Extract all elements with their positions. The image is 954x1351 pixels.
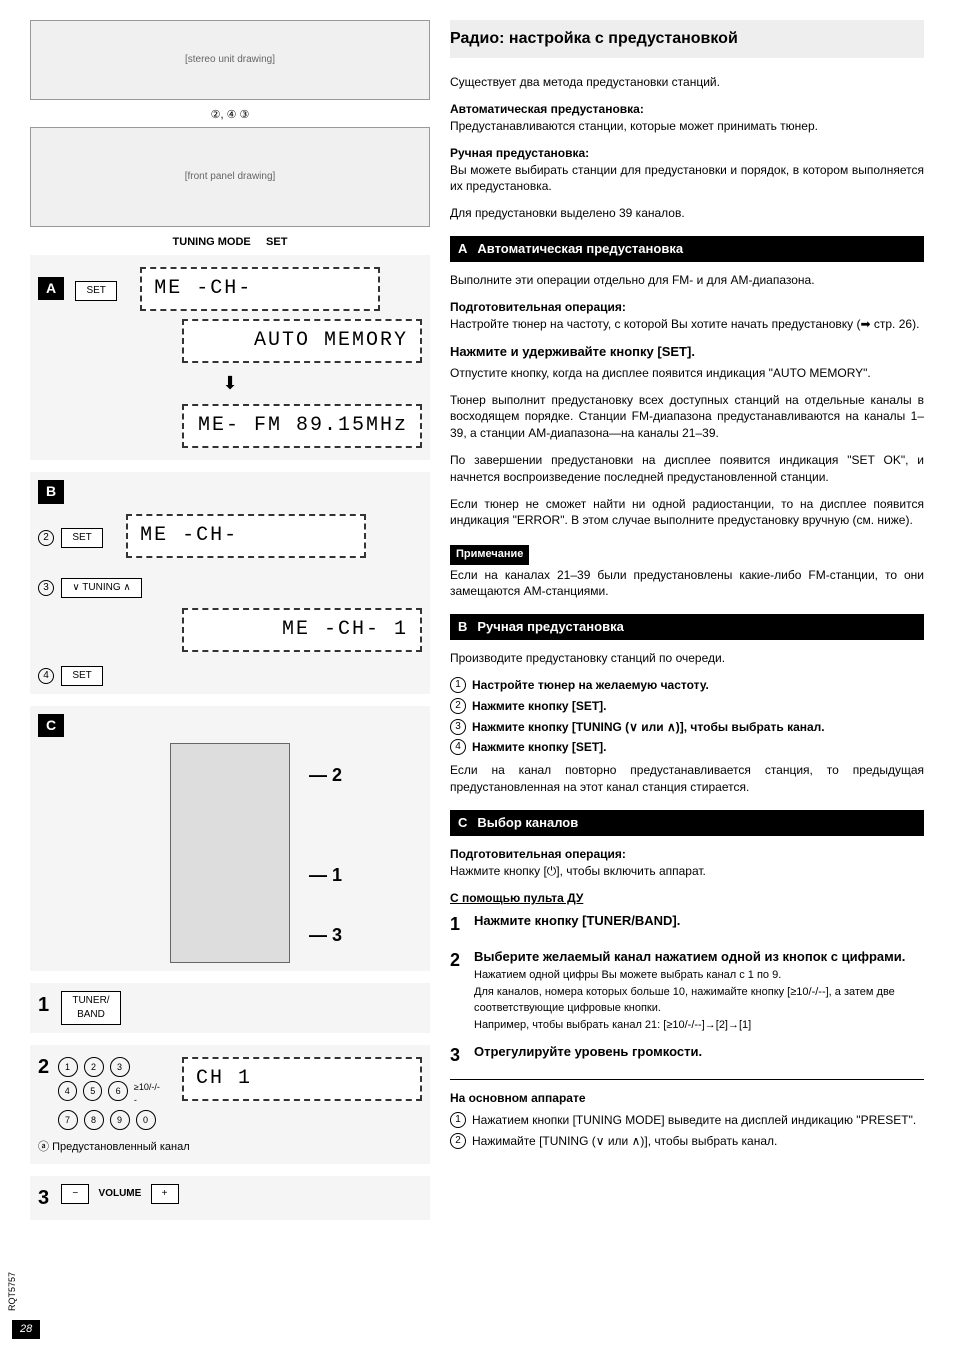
intro1: Существует два метода предустановки стан… (450, 74, 924, 91)
c-remote-label: С помощью пульта ДУ (450, 890, 924, 907)
callout-1: — 1 (309, 863, 342, 888)
step3-num: 3 (38, 1184, 58, 1212)
step3-row: 3 − VOLUME + (30, 1176, 430, 1220)
left-column: [stereo unit drawing] ②, ④ ③ [front pane… (30, 20, 430, 1232)
callout-2: — 2 (309, 763, 342, 788)
key-1: 1 (58, 1057, 78, 1077)
step3-circle: 3 (38, 580, 54, 596)
c-step3: 3 Отрегулируйте уровень громкости. (450, 1043, 924, 1068)
volume-plus: + (151, 1184, 179, 1204)
volume-minus: − (61, 1184, 89, 1204)
key-3: 3 (110, 1057, 130, 1077)
tuner-band-button: TUNER/ BAND (61, 991, 120, 1025)
key-4: 4 (58, 1081, 77, 1101)
b-step4: Нажмите кнопку [SET]. (472, 739, 607, 756)
set-button-b4: SET (61, 666, 102, 686)
a-text3: Тюнер выполнит предустановку всех доступ… (450, 392, 924, 442)
header-b: BРучная предустановка (450, 614, 924, 640)
keypad-row1: 1 2 3 (58, 1057, 162, 1077)
callout-bottom: TUNING MODE SET (30, 235, 430, 250)
section-b-letter: B (38, 480, 64, 504)
note-a-circle: ⓐ (38, 1141, 49, 1153)
keypad-row3: 7 8 9 0 (58, 1110, 162, 1130)
b-step3: Нажмите кнопку [TUNING (∨ или ∧)], чтобы… (472, 719, 825, 736)
c-main2: Нажимайте [TUNING (∨ или ∧)], чтобы выбр… (472, 1133, 777, 1150)
divider (450, 1079, 924, 1080)
key-2: 2 (84, 1057, 104, 1077)
section-a-letter: A (38, 277, 64, 301)
keypad-row2: 4 5 6 ≥10/-/-- (58, 1081, 162, 1106)
step2-num: 2 (38, 1053, 58, 1081)
a-text1: Выполните эти операции отдельно для FM- … (450, 272, 924, 289)
lcd-a3: ME- FM 89.15MHz (182, 404, 422, 448)
key-0: 0 (136, 1110, 156, 1130)
document-code: RQT5757 (6, 1272, 19, 1311)
a-text5: Если тюнер не сможет найти ни одной ради… (450, 496, 924, 530)
section-b: B 2 SET ME -CH- 3 ∨ TUNING ∧ ME -CH- 1 4… (30, 472, 430, 694)
lcd-step2: CH 1 (182, 1057, 422, 1101)
section-c-letter: C (38, 714, 64, 738)
c-prep-text: Нажмите кнопку [⏻], чтобы включить аппар… (450, 863, 924, 880)
callout-3: — 3 (309, 923, 342, 948)
remote-diagram (170, 743, 290, 963)
callout-top: ②, ④ ③ (30, 108, 430, 123)
b-text2: Если на канал повторно предустанавливает… (450, 762, 924, 796)
lcd-b2: ME -CH- 1 (182, 608, 422, 652)
page-title: Радио: настройка с предустановкой (450, 20, 924, 58)
note-label: Примечание (450, 545, 529, 564)
a-note: Если на каналах 21–39 были предустановле… (450, 567, 924, 601)
section-a: A SET ME -CH- AUTO MEMORY ⬇ ME- FM 89.15… (30, 255, 430, 460)
page-number: 28 (12, 1320, 40, 1339)
auto-label: Автоматическая предустановка: (450, 101, 924, 118)
key-7: 7 (58, 1110, 78, 1130)
b-text1: Производите предустановку станций по оче… (450, 650, 924, 667)
preset-channel-note: Предустановленный канал (52, 1141, 190, 1153)
step1-num: 1 (38, 991, 58, 1019)
key-9: 9 (110, 1110, 130, 1130)
key-5: 5 (83, 1081, 102, 1101)
c-prep-label: Подготовительная операция: (450, 846, 924, 863)
a-text4: По завершении предустановки на дисплее п… (450, 452, 924, 486)
manual-text: Вы можете выбирать станции для предустан… (450, 162, 924, 196)
key-6: 6 (108, 1081, 127, 1101)
step1-row: 1 TUNER/ BAND (30, 983, 430, 1033)
a-prep-label: Подготовительная операция: (450, 299, 924, 316)
auto-text: Предустанавливаются станции, которые мож… (450, 118, 924, 135)
c-main-label: На основном аппарате (450, 1090, 924, 1107)
right-column: Радио: настройка с предустановкой Сущест… (450, 20, 924, 1232)
header-c: CВыбор каналов (450, 810, 924, 836)
c-main-steps: 1Нажатием кнопки [TUNING MODE] выведите … (450, 1112, 924, 1150)
key-gte10: ≥10/-/-- (134, 1081, 162, 1106)
set-button-b2: SET (61, 528, 102, 548)
volume-label: VOLUME (99, 1188, 142, 1199)
lcd-a2: AUTO MEMORY (182, 319, 422, 363)
lcd-b1: ME -CH- (126, 514, 366, 558)
device-diagram-main: [front panel drawing] (30, 127, 430, 227)
a-action: Нажмите и удерживайте кнопку [SET]. (450, 343, 924, 361)
set-button-a: SET (75, 281, 116, 301)
b-step2: Нажмите кнопку [SET]. (472, 698, 607, 715)
c-main1: Нажатием кнопки [TUNING MODE] выведите н… (472, 1112, 916, 1129)
section-c: C — 2 — 1 — 3 (30, 706, 430, 972)
device-diagram-top: [stereo unit drawing] (30, 20, 430, 100)
step2-circle: 2 (38, 530, 54, 546)
arrow-icon: ⬇ (38, 371, 422, 396)
lcd-a1: ME -CH- (140, 267, 380, 311)
step2-row: 2 1 2 3 4 5 6 ≥10/-/-- 7 8 9 0 (30, 1045, 430, 1164)
header-a: AАвтоматическая предустановка (450, 236, 924, 262)
c-step1: 1 Нажмите кнопку [TUNER/BAND]. (450, 912, 924, 937)
c-step2: 2 Выберите желаемый канал нажатием одной… (450, 948, 924, 1034)
a-prep-text: Настройте тюнер на частоту, с которой Вы… (450, 316, 924, 333)
b-steps: 1Настройте тюнер на желаемую частоту. 2Н… (450, 677, 924, 756)
a-text2: Отпустите кнопку, когда на дисплее появи… (450, 365, 924, 382)
key-8: 8 (84, 1110, 104, 1130)
intro2: Для предустановки выделено 39 каналов. (450, 205, 924, 222)
manual-label: Ручная предустановка: (450, 145, 924, 162)
b-step1: Настройте тюнер на желаемую частоту. (472, 677, 709, 694)
tuning-button: ∨ TUNING ∧ (61, 578, 141, 598)
step4-circle: 4 (38, 668, 54, 684)
